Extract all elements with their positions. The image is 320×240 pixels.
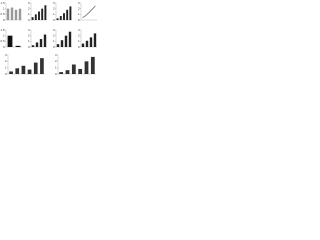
bar <box>65 70 70 74</box>
bar <box>89 37 93 47</box>
bar <box>41 8 44 20</box>
bar <box>66 9 69 20</box>
bar <box>10 7 14 21</box>
y-tick-label: 3 <box>78 1 80 5</box>
bar <box>40 58 44 74</box>
bar <box>43 34 47 47</box>
y-tick-label: 1 <box>53 39 55 43</box>
bar <box>78 68 83 74</box>
y-tick-label: 3 <box>53 28 55 32</box>
y-tick-label: 1 <box>5 65 7 69</box>
y-tick-label: 2 <box>5 59 7 63</box>
y-tick-label: 3 <box>78 28 80 32</box>
bar <box>9 71 13 74</box>
y-tick-label: 2 <box>28 6 30 10</box>
y-tick-label: 1 <box>78 39 80 43</box>
y-tick-label: 0 <box>28 45 30 49</box>
bar <box>56 44 60 47</box>
y-tick-label: 1 <box>53 12 55 16</box>
y-tick-label: 0 <box>53 45 55 49</box>
y-tick-label: 0.5 <box>1 12 6 16</box>
y-tick-label: 1 <box>3 33 5 37</box>
bar <box>15 68 20 74</box>
bar <box>60 40 64 47</box>
figure: 00.511.501230123012300.511.5012301230123… <box>1 1 97 76</box>
y-tick-label: 2 <box>53 6 55 10</box>
y-tick-label: 2 <box>55 59 57 63</box>
y-tick-label: 3 <box>55 53 57 57</box>
y-tick-label: 3 <box>28 28 30 32</box>
bar <box>31 45 35 47</box>
y-tick-label: 2 <box>78 6 80 10</box>
bar <box>15 45 21 47</box>
bar <box>90 56 95 74</box>
bar <box>39 39 43 47</box>
y-tick-label: 0 <box>3 45 5 49</box>
bar <box>63 13 65 20</box>
y-tick-label: 0 <box>5 72 7 76</box>
y-tick-label: 2 <box>78 33 80 37</box>
y-tick-label: 1 <box>55 65 57 69</box>
y-tick-label: 0 <box>55 72 57 76</box>
bar <box>31 17 34 20</box>
bar <box>85 40 89 47</box>
y-tick-label: 1.5 <box>1 1 6 5</box>
page: 0 0.5 1 1.5 0 1 2 3 0 1 2 3 0 1 2 3 0 0.5 1 1.5 0 1 2 3 0 1 2 3 0 1 2 3… <box>0 0 320 86</box>
bar <box>27 69 32 74</box>
bar <box>93 33 97 47</box>
y-tick-label: 0 <box>28 18 30 22</box>
bar <box>14 9 18 20</box>
bar <box>81 43 85 47</box>
bar <box>38 11 40 20</box>
y-tick-label: 3 <box>5 53 7 57</box>
bar <box>35 42 39 47</box>
y-tick-label: 1.5 <box>1 28 6 32</box>
bar <box>6 8 10 20</box>
bar <box>18 8 22 20</box>
bar <box>34 14 37 20</box>
y-tick-label: 3 <box>53 1 55 5</box>
bar <box>7 35 13 47</box>
bar <box>59 72 64 74</box>
y-tick-label: 0 <box>3 18 5 22</box>
y-tick-label: 2 <box>28 33 30 37</box>
bar <box>69 6 72 21</box>
y-tick-label: 0 <box>53 18 55 22</box>
y-tick-label: 0.5 <box>1 39 6 43</box>
bar <box>56 18 59 20</box>
y-tick-label: 2 <box>53 33 55 37</box>
bar <box>21 65 26 74</box>
y-tick-label: 1 <box>3 6 5 10</box>
bar <box>71 64 76 74</box>
bar <box>33 62 38 74</box>
bar <box>84 61 89 74</box>
y-tick-label: 1 <box>78 12 80 16</box>
bar <box>44 5 47 20</box>
bar <box>68 31 72 47</box>
y-tick-label: 0 <box>78 18 80 22</box>
y-tick-label: 1 <box>28 12 30 16</box>
bar <box>64 35 68 47</box>
y-tick-label: 3 <box>28 1 30 5</box>
line <box>82 5 96 18</box>
y-tick-label: 1 <box>28 39 30 43</box>
y-tick-label: 0 <box>78 45 80 49</box>
bar <box>59 16 62 20</box>
